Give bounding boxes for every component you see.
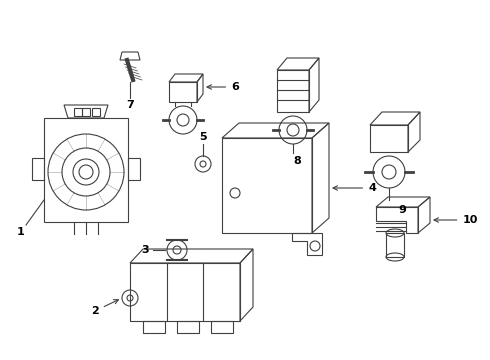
Text: 9: 9 xyxy=(398,205,406,215)
Text: 3: 3 xyxy=(141,245,149,255)
Text: 8: 8 xyxy=(293,156,301,166)
Text: 7: 7 xyxy=(126,100,134,110)
Text: 4: 4 xyxy=(333,183,376,193)
Text: 6: 6 xyxy=(207,82,239,92)
Text: 10: 10 xyxy=(434,215,478,225)
Text: 2: 2 xyxy=(91,300,119,316)
Text: 1: 1 xyxy=(17,227,25,237)
Text: 5: 5 xyxy=(199,132,207,142)
